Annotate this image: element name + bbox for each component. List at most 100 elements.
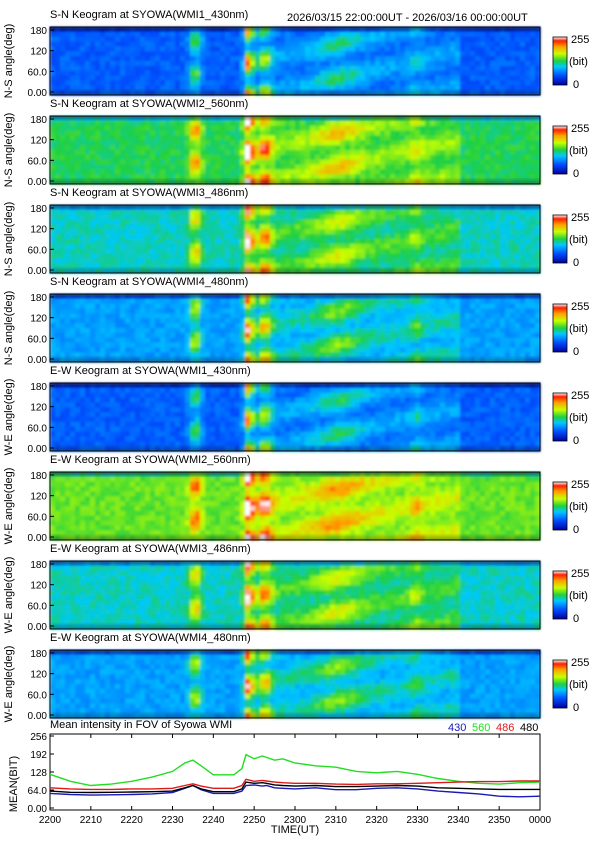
y-tick-label: 60.0: [28, 601, 48, 612]
y-tick-label: 0.00: [28, 266, 48, 277]
x-tick-label: 2350: [488, 815, 511, 826]
y-tick-label: 120: [30, 47, 47, 58]
legend-entry-480: 480: [520, 722, 538, 734]
legend-entry-430: 430: [448, 722, 466, 734]
keogram-panel: S-N Keogram at SYOWA(WMI3_486nm)180 120 60…: [3, 187, 589, 277]
y-tick-label: 180: [30, 649, 47, 660]
x-tick-label: 2330: [406, 815, 429, 826]
legend-entry-486: 486: [496, 722, 514, 734]
keogram-title: E-W Keogram at SYOWA(WMI3_486nm): [50, 543, 251, 555]
colorbar: [552, 214, 568, 264]
y-tick-label: 120: [30, 670, 47, 681]
keogram-panel: E-W Keogram at SYOWA(WMI4_480nm)180 120 60…: [3, 632, 589, 722]
x-tick-label: 2300: [284, 815, 307, 826]
y-tick-label: 192: [30, 750, 47, 761]
x-tick-label: 2210: [80, 815, 103, 826]
colorbar-max: 255: [571, 212, 589, 224]
colorbar-max: 255: [571, 568, 589, 580]
colorbar: [552, 481, 568, 531]
y-tick-label: 60.0: [28, 690, 48, 701]
y-tick-label: 0.00: [28, 355, 48, 366]
keogram-title: S-N Keogram at SYOWA(WMI1_430nm): [50, 9, 248, 21]
keogram-title: S-N Keogram at SYOWA(WMI2_560nm): [50, 98, 248, 110]
keogram-frame: [49, 382, 541, 452]
keogram-panel: S-N Keogram at SYOWA(WMI2_560nm)180 120 60…: [3, 98, 589, 188]
colorbar-min: 0: [573, 524, 579, 536]
x-tick-label: 2200: [39, 815, 62, 826]
y-tick-label: 128: [30, 768, 47, 779]
y-tick-label: 120: [30, 314, 47, 325]
y-axis: 256 192 128 64.0 0.00: [28, 732, 54, 815]
y-tick-label: 0.00: [28, 622, 48, 633]
y-tick-label: 120: [30, 492, 47, 503]
keogram-shading: [50, 116, 540, 184]
legend: 430 560 486 480: [448, 722, 538, 734]
y-tick-label: 60.0: [28, 156, 48, 167]
keogram-ylabel: W-E angle(deg): [3, 379, 15, 456]
y-tick-label: 256: [30, 732, 47, 743]
y-tick-label: 60.0: [28, 67, 48, 78]
colorbar: [552, 392, 568, 442]
keogram-ylabel: N-S angle(deg): [3, 113, 15, 188]
keogram-panels: S-N Keogram at SYOWA(WMI1_430nm) 180 120 60…: [3, 9, 589, 722]
y-tick-label: 64.0: [28, 786, 48, 797]
series-line-480: [49, 781, 540, 794]
keogram-ylabel: W-E angle(deg): [3, 646, 15, 723]
keogram-frame: [49, 204, 541, 274]
colorbar-unit: (bit): [569, 590, 588, 602]
colorbar-max: 255: [571, 123, 589, 135]
colorbar-max: 255: [571, 479, 589, 491]
keogram-ylabel: N-S angle(deg): [3, 202, 15, 277]
colorbar-unit: (bit): [569, 56, 588, 68]
keogram-title: E-W Keogram at SYOWA(WMI2_560nm): [50, 454, 251, 466]
plot-frame: [49, 733, 541, 811]
colorbar-max: 255: [571, 34, 589, 46]
keogram-title: S-N Keogram at SYOWA(WMI3_486nm): [50, 187, 248, 199]
keogram-title: S-N Keogram at SYOWA(WMI4_480nm): [50, 276, 248, 288]
colorbar-unit: (bit): [569, 412, 588, 424]
y-tick-label: 0.00: [28, 177, 48, 188]
x-axis: 2200 2210 2220 2230 2240 2250 2300 2310 2320 2330…: [39, 734, 552, 826]
colorbar-max: 255: [571, 657, 589, 669]
keogram-ylabel: W-E angle(deg): [3, 557, 15, 634]
colorbar: [552, 36, 568, 86]
time-range-header: 2026/03/15 22:00:00UT - 2026/03/16 00:00…: [287, 12, 528, 24]
y-tick-label: 0.00: [28, 804, 48, 815]
keogram-title: E-W Keogram at SYOWA(WMI4_480nm): [50, 632, 251, 644]
x-tick-label: 0000: [529, 815, 552, 826]
colorbar-min: 0: [573, 168, 579, 180]
legend-entry-560: 560: [472, 722, 490, 734]
series-line-560: [49, 753, 541, 787]
keogram-panel: E-W Keogram at SYOWA(WMI1_430nm)180 120 60…: [3, 365, 589, 455]
y-tick-label: 180: [30, 471, 47, 482]
y-tick-label: 0.00: [28, 711, 48, 722]
x-tick-label: 2250: [243, 815, 266, 826]
x-axis-label: TIME(UT): [271, 824, 319, 836]
keogram-panel: S-N Keogram at SYOWA(WMI1_430nm)180 120 60…: [3, 9, 589, 99]
keogram-panel: S-N Keogram at SYOWA(WMI4_480nm)180 120 60…: [3, 276, 589, 366]
keogram-shading: [50, 472, 540, 540]
colorbar: [552, 570, 568, 620]
keogram-frame: [49, 471, 541, 541]
y-tick-label: 0.00: [28, 533, 48, 544]
x-tick-label: 2230: [161, 815, 184, 826]
series-line-430: [49, 784, 541, 798]
x-tick-label: 2240: [202, 815, 225, 826]
y-tick-label: 60.0: [28, 334, 48, 345]
colorbar-min: 0: [573, 346, 579, 358]
series-line-486: [49, 778, 540, 791]
colorbar: [552, 659, 568, 709]
keogram-panel: E-W Keogram at SYOWA(WMI2_560nm)180 120 60…: [3, 454, 589, 544]
series-lines: [49, 753, 541, 798]
keogram-shading: [50, 27, 540, 95]
colorbar-unit: (bit): [569, 145, 588, 157]
keogram-title: E-W Keogram at SYOWA(WMI1_430nm): [50, 365, 251, 377]
keogram-frame: [49, 26, 541, 96]
y-tick-label: 180: [30, 293, 47, 304]
y-tick-label: 180: [30, 115, 47, 126]
keogram-panel: E-W Keogram at SYOWA(WMI3_486nm)180 120 60…: [3, 543, 589, 633]
colorbar-unit: (bit): [569, 323, 588, 335]
colorbar-unit: (bit): [569, 679, 588, 691]
y-tick-label: 120: [30, 136, 47, 147]
